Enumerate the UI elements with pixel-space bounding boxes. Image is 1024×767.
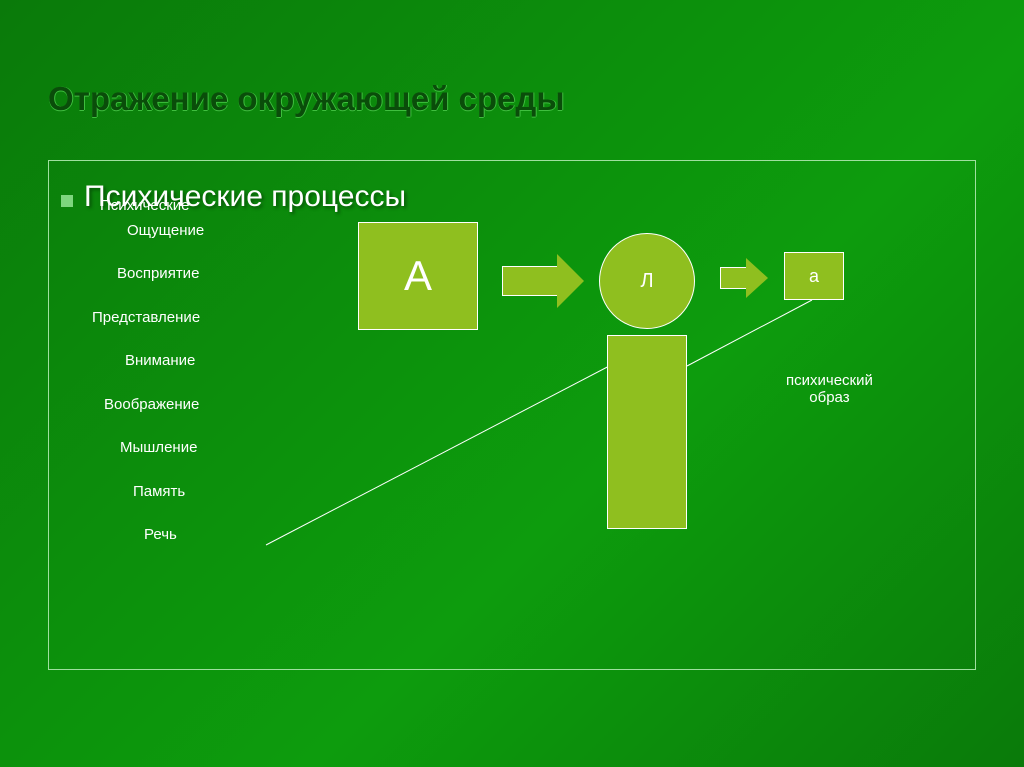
- node-l-circle: Л: [599, 233, 695, 329]
- list-item: Воображение: [104, 396, 199, 413]
- node-small-a-label: а: [809, 266, 819, 287]
- arrow-head: [557, 254, 584, 308]
- list-item: Психические: [100, 197, 189, 214]
- slide: Отражение окружающей среды Психические п…: [0, 0, 1024, 767]
- arrow-head: [746, 258, 768, 298]
- label-line1: психический: [786, 372, 873, 389]
- arrow-2-icon: [720, 258, 768, 298]
- slide-title: Отражение окружающей среды: [48, 80, 565, 118]
- node-l-label: Л: [640, 270, 653, 293]
- title-text: Отражение окружающей среды: [48, 80, 565, 117]
- list-item: Представление: [92, 309, 200, 326]
- body-rectangle: [607, 335, 687, 529]
- list-item: Внимание: [125, 352, 195, 369]
- psychic-image-label: психический образ: [786, 372, 873, 406]
- arrow-shaft: [720, 267, 746, 289]
- list-item: Речь: [144, 526, 177, 543]
- node-a-label: А: [404, 252, 432, 300]
- list-item: Восприятие: [117, 265, 199, 282]
- arrow-shaft: [502, 266, 557, 296]
- bullet-square-icon: [61, 195, 73, 207]
- node-small-a-square: а: [784, 252, 844, 300]
- list-item: Ощущение: [127, 222, 204, 239]
- list-item: Мышление: [120, 439, 197, 456]
- arrow-1-icon: [502, 254, 584, 308]
- node-a-square: А: [358, 222, 478, 330]
- label-line2: образ: [809, 389, 849, 406]
- list-item: Память: [133, 483, 185, 500]
